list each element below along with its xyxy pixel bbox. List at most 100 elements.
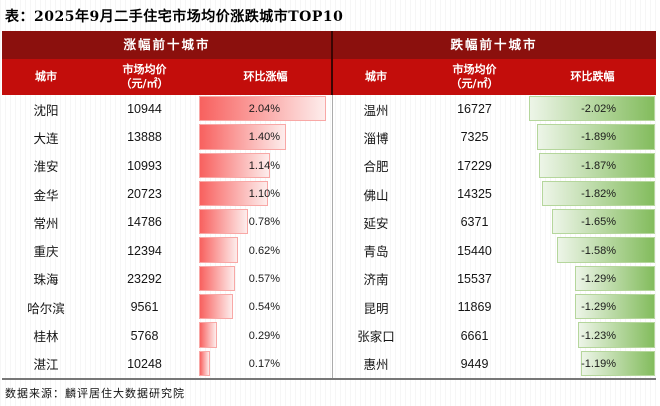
- rise-bar: [199, 322, 218, 348]
- bar-cell: -1.23%: [529, 321, 656, 349]
- city-cell: 合肥: [363, 159, 389, 175]
- fall-column-headers: 城市 市场均价 （元/㎡） 环比跌幅: [332, 59, 656, 95]
- price-cell: 13888: [127, 130, 162, 145]
- price-cell: 10993: [127, 158, 162, 173]
- table-row: 沈阳 10944 2.04%: [2, 95, 332, 123]
- fall-col-price: 市场均价 （元/㎡）: [450, 62, 499, 90]
- city-cell: 青岛: [363, 244, 389, 260]
- table-row: 淮安 10993 1.14%: [2, 152, 332, 180]
- rise-bar: [199, 237, 238, 263]
- table-row: 湛江 10248 0.17%: [2, 350, 332, 378]
- price-cell: 23292: [127, 271, 162, 286]
- table-row: 桂林 5768 0.29%: [2, 321, 332, 349]
- city-cell: 金华: [33, 187, 59, 203]
- table-row: 金华 20723 1.10%: [2, 180, 332, 208]
- rise-bar: [199, 265, 235, 292]
- bar-cell: -1.82%: [529, 180, 656, 208]
- bar-cell: 0.29%: [199, 321, 332, 349]
- pct-label: -1.19%: [581, 357, 616, 370]
- rise-bar: [199, 209, 248, 235]
- rise-panel-title: 涨幅前十城市: [2, 31, 332, 59]
- fall-bar: [574, 294, 655, 320]
- pct-label: 2.04%: [248, 103, 280, 116]
- table-row: 延安 6371 -1.65%: [332, 208, 656, 236]
- city-cell: 佛山: [363, 187, 389, 203]
- bar-cell: 2.04%: [199, 95, 332, 123]
- panel-divider-header: [331, 31, 333, 95]
- bar-cell: -1.58%: [529, 236, 656, 264]
- pct-label: -1.29%: [581, 272, 616, 285]
- pct-label: -1.65%: [581, 216, 616, 229]
- bar-cell: 0.54%: [199, 293, 332, 321]
- city-cell: 大连: [33, 130, 59, 146]
- pct-label: -1.82%: [581, 188, 616, 201]
- table-row: 珠海 23292 0.57%: [2, 265, 332, 293]
- price-cell: 10944: [127, 102, 162, 117]
- pct-label: -1.29%: [581, 301, 616, 314]
- table-row: 重庆 12394 0.62%: [2, 236, 332, 264]
- city-cell: 张家口: [357, 329, 395, 345]
- rise-bar: [199, 180, 268, 207]
- bar-cell: 1.14%: [199, 152, 332, 180]
- pct-label: 0.54%: [248, 301, 280, 314]
- panel-divider-body: [332, 95, 333, 378]
- city-cell: 桂林: [33, 329, 59, 345]
- rise-col-change: 环比涨幅: [243, 69, 288, 83]
- bar-cell: 0.57%: [199, 265, 332, 293]
- pct-label: 0.62%: [248, 244, 280, 257]
- price-cell: 16727: [457, 102, 492, 117]
- price-cell: 14786: [127, 215, 162, 230]
- pct-label: -1.87%: [581, 159, 616, 172]
- fall-bar: [537, 124, 655, 150]
- pct-label: -2.02%: [581, 103, 616, 116]
- pct-label: 1.40%: [248, 131, 280, 144]
- bar-cell: -1.19%: [529, 350, 656, 378]
- rise-column-headers: 城市 市场均价 （元/㎡） 环比涨幅: [2, 59, 332, 95]
- price-cell: 7325: [460, 130, 489, 145]
- bar-cell: 0.78%: [199, 208, 332, 236]
- price-cell: 9561: [130, 300, 159, 315]
- city-cell: 沈阳: [33, 102, 59, 118]
- pct-label: -1.23%: [581, 329, 616, 342]
- city-cell: 重庆: [33, 244, 59, 260]
- pct-label: 1.10%: [248, 188, 280, 201]
- city-cell: 常州: [33, 215, 59, 231]
- fall-panel-title: 跌幅前十城市: [332, 31, 656, 59]
- table-row: 淄博 7325 -1.89%: [332, 123, 656, 151]
- fall-col-city: 城市: [365, 69, 387, 83]
- city-cell: 昆明: [363, 300, 389, 316]
- bar-cell: -1.87%: [529, 152, 656, 180]
- bar-cell: -1.29%: [529, 293, 656, 321]
- pct-label: 1.14%: [248, 159, 280, 172]
- rise-panel: 涨幅前十城市 城市 市场均价 （元/㎡） 环比涨幅 沈阳 10944 2.04% 大连 1…: [2, 31, 332, 378]
- price-cell: 15440: [457, 243, 492, 258]
- price-cell: 17229: [457, 158, 492, 173]
- price-cell: 6661: [460, 328, 489, 343]
- bar-cell: -1.29%: [529, 265, 656, 293]
- rise-bar: [199, 124, 287, 150]
- rise-bar: [199, 152, 270, 178]
- table-row: 昆明 11869 -1.29%: [332, 293, 656, 321]
- table-row: 佛山 14325 -1.82%: [332, 180, 656, 208]
- fall-bar: [552, 209, 655, 235]
- table-row: 青岛 15440 -1.58%: [332, 236, 656, 264]
- rise-bar: [199, 350, 210, 376]
- bar-cell: -1.89%: [529, 123, 656, 151]
- city-cell: 哈尔滨: [27, 300, 65, 316]
- fall-panel: 跌幅前十城市 城市 市场均价 （元/㎡） 环比跌幅 温州 16727 -2.02% 淄博…: [332, 31, 656, 378]
- fall-col-change: 环比跌幅: [570, 69, 615, 83]
- price-cell: 9449: [460, 356, 489, 371]
- city-cell: 济南: [363, 272, 389, 288]
- price-cell: 11869: [457, 300, 492, 315]
- table-row: 合肥 17229 -1.87%: [332, 152, 656, 180]
- bar-cell: 1.40%: [199, 123, 332, 151]
- rise-col-price: 市场均价 （元/㎡）: [120, 62, 169, 90]
- table-row: 张家口 6661 -1.23%: [332, 321, 656, 349]
- pct-label: -1.89%: [581, 131, 616, 144]
- fall-bar: [556, 237, 655, 263]
- bar-cell: -1.65%: [529, 208, 656, 236]
- price-cell: 6371: [460, 215, 489, 230]
- fall-bar: [538, 152, 655, 178]
- city-cell: 温州: [363, 102, 389, 118]
- data-source-note: 数据来源：麟评居住大数据研究院: [5, 387, 185, 400]
